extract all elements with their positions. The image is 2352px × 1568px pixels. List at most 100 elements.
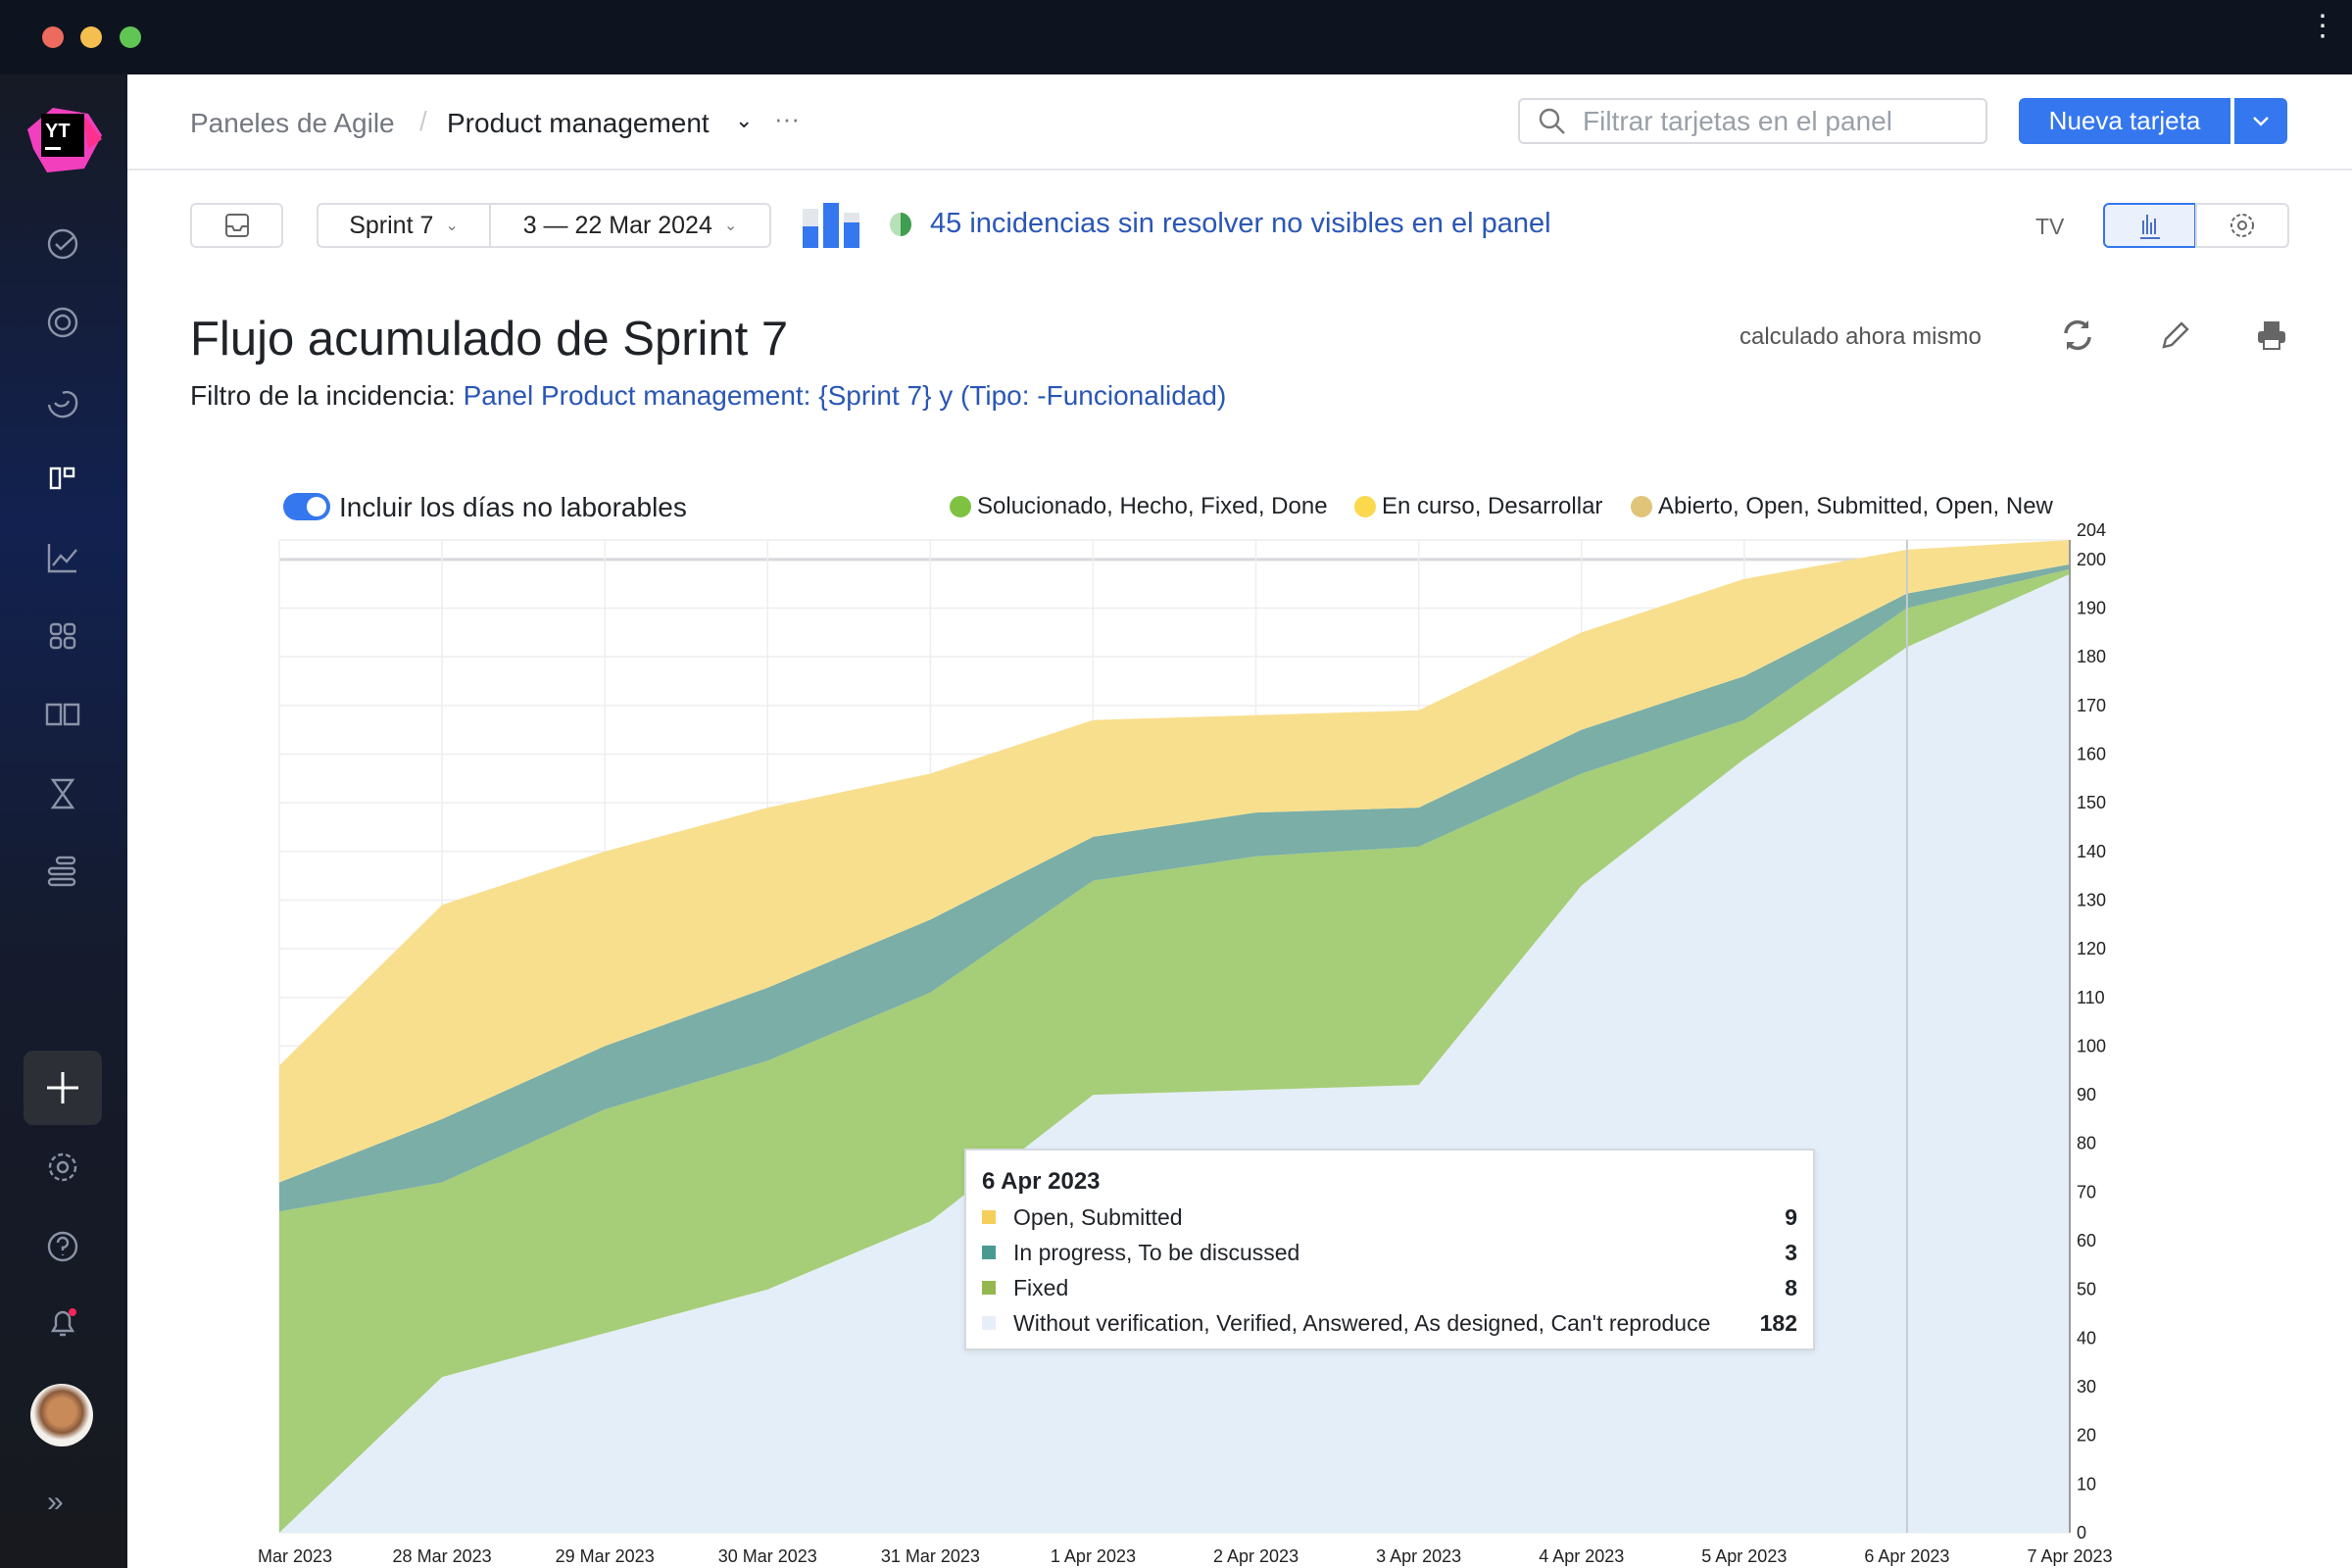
new-card-button[interactable]: Nueva tarjeta [2019,98,2230,144]
maximize-window-button[interactable] [120,26,141,48]
board-icon[interactable] [39,455,86,502]
board-chevron-down-icon[interactable]: ⌄ [735,108,754,132]
refresh-icon[interactable] [2062,318,2093,358]
chevron-down-icon: ⌄ [445,218,459,234]
x-tick-label: 28 Mar 2023 [393,1546,492,1566]
include-nonworking-days-toggle[interactable] [283,493,330,520]
swatch [982,1316,996,1330]
filter-label: Filtro de la incidencia: [190,380,464,411]
gear-icon [2230,214,2254,237]
filter-link[interactable]: Panel Product management: {Sprint 7} y (… [463,380,1227,411]
tv-mode-button[interactable]: TV [2035,214,2065,239]
y-tick-label: 10 [2077,1474,2096,1494]
knowledge-base-icon[interactable] [39,691,86,738]
backlog-button[interactable] [190,203,283,248]
lifebuoy-icon[interactable] [39,299,86,346]
plus-icon [47,1072,78,1103]
y-tick-label: 190 [2077,599,2106,618]
unresolved-issues-link[interactable]: 45 incidencias sin resolver no visibles … [930,208,1551,239]
spiral-icon[interactable] [39,377,86,424]
help-icon[interactable] [39,1223,86,1270]
x-tick-label: 1 Apr 2023 [1051,1546,1136,1566]
y-tick-label: 140 [2077,842,2106,861]
x-tick-label: 7 Apr 2023 [2027,1546,2112,1566]
y-tick-label: 70 [2077,1182,2096,1201]
sprint-value: Sprint 7 [349,211,434,239]
legend-label: Solucionado, Hecho, Fixed, Done [977,493,1328,519]
tooltip-label: Open, Submitted [1013,1203,1183,1230]
chevron-down-icon: ⌄ [723,218,738,234]
sprint-dates-select[interactable]: 3 — 22 Mar 2024 ⌄ [489,203,771,248]
tooltip-row: Open, Submitted 9 [982,1200,1797,1235]
check-circle-icon[interactable] [39,220,86,268]
y-tick-label: 80 [2077,1134,2096,1153]
legend-label: Abierto, Open, Submitted, Open, New [1658,493,2053,519]
y-tick-label: 40 [2077,1328,2096,1348]
apps-icon[interactable] [39,612,86,660]
tooltip-value: 182 [1759,1309,1797,1336]
tooltip-value: 3 [1785,1239,1797,1265]
swatch [982,1210,996,1224]
half-circle-status-icon [888,211,913,243]
avatar[interactable] [30,1384,93,1446]
hourglass-icon[interactable] [39,770,86,817]
y-tick-label: 50 [2077,1280,2096,1299]
tooltip-label: Fixed [1013,1274,1069,1300]
x-tick-label: 2 Apr 2023 [1213,1546,1298,1566]
board-settings-button[interactable] [2195,203,2289,248]
gear-icon[interactable] [39,1144,86,1191]
board-stats-bars-icon[interactable] [803,203,859,253]
y-tick-label: 200 [2077,550,2106,569]
more-options-button[interactable]: ··· [774,104,800,133]
swatch [982,1246,996,1259]
reports-chart-icon[interactable] [39,534,86,581]
calculated-status: calculado ahora mismo [1740,323,1982,350]
y-tick-label: 150 [2077,793,2106,812]
sprint-dates-value: 3 — 22 Mar 2024 [522,211,712,239]
close-window-button[interactable] [42,26,64,48]
x-tick-label: 5 Apr 2023 [1701,1546,1787,1566]
new-card-dropdown-button[interactable] [2234,98,2287,144]
sidebar: YT » [0,74,127,1568]
x-tick-label: 29 Mar 2023 [556,1546,655,1566]
report-filter: Filtro de la incidencia: Panel Product m… [190,380,1226,412]
tooltip-row: Without verification, Verified, Answered… [982,1305,1797,1341]
y-tick-label: 100 [2077,1036,2106,1055]
gantt-icon[interactable] [39,848,86,895]
y-tick-label: 110 [2077,988,2105,1007]
legend-label: En curso, Desarrollar [1382,493,1603,519]
expand-sidebar-icon[interactable]: » [47,1486,64,1518]
y-tick-label: 60 [2077,1231,2096,1250]
minimize-window-button[interactable] [80,26,102,48]
report-title: Flujo acumulado de Sprint 7 [190,313,789,366]
print-icon[interactable] [2256,319,2287,356]
y-tick-label: 20 [2077,1426,2096,1446]
tooltip-row: Fixed 8 [982,1270,1797,1305]
area-series [279,540,2070,1183]
chart-tooltip: 6 Apr 2023 Open, Submitted 9 In progress,… [964,1149,1815,1350]
legend-item: Abierto, Open, Submitted, Open, New [1631,493,2053,520]
youtrack-logo[interactable]: YT [24,100,102,174]
legend-dot-icon [1631,496,1652,517]
sprint-select[interactable]: Sprint 7 ⌄ [317,203,491,248]
x-tick-label: 30 Mar 2023 [718,1546,817,1566]
bell-icon[interactable] [39,1299,86,1347]
area-series [279,564,2070,1212]
y-tick-label: 0 [2077,1523,2086,1543]
y-tick-label: 120 [2077,939,2106,958]
legend-dot-icon [950,496,971,517]
create-button[interactable] [24,1051,102,1125]
search-input[interactable]: Filtrar tarjetas en el panel [1518,98,1987,144]
tooltip-value: 8 [1785,1274,1797,1300]
y-tick-label: 204 [2077,520,2106,540]
include-nonworking-days-label: Incluir los días no laborables [339,492,687,522]
x-tick-label: 6 Apr 2023 [1864,1546,1949,1566]
breadcrumb-root[interactable]: Paneles de Agile [190,108,395,138]
tooltip-date: 6 Apr 2023 [982,1168,1101,1195]
edit-pencil-icon[interactable] [2160,319,2189,356]
y-tick-label: 180 [2077,647,2106,666]
breadcrumb-current[interactable]: Product management [447,108,710,138]
legend-item: En curso, Desarrollar [1354,493,1602,520]
chevron-down-icon [2253,116,2269,126]
logo-text: YT [45,121,71,142]
